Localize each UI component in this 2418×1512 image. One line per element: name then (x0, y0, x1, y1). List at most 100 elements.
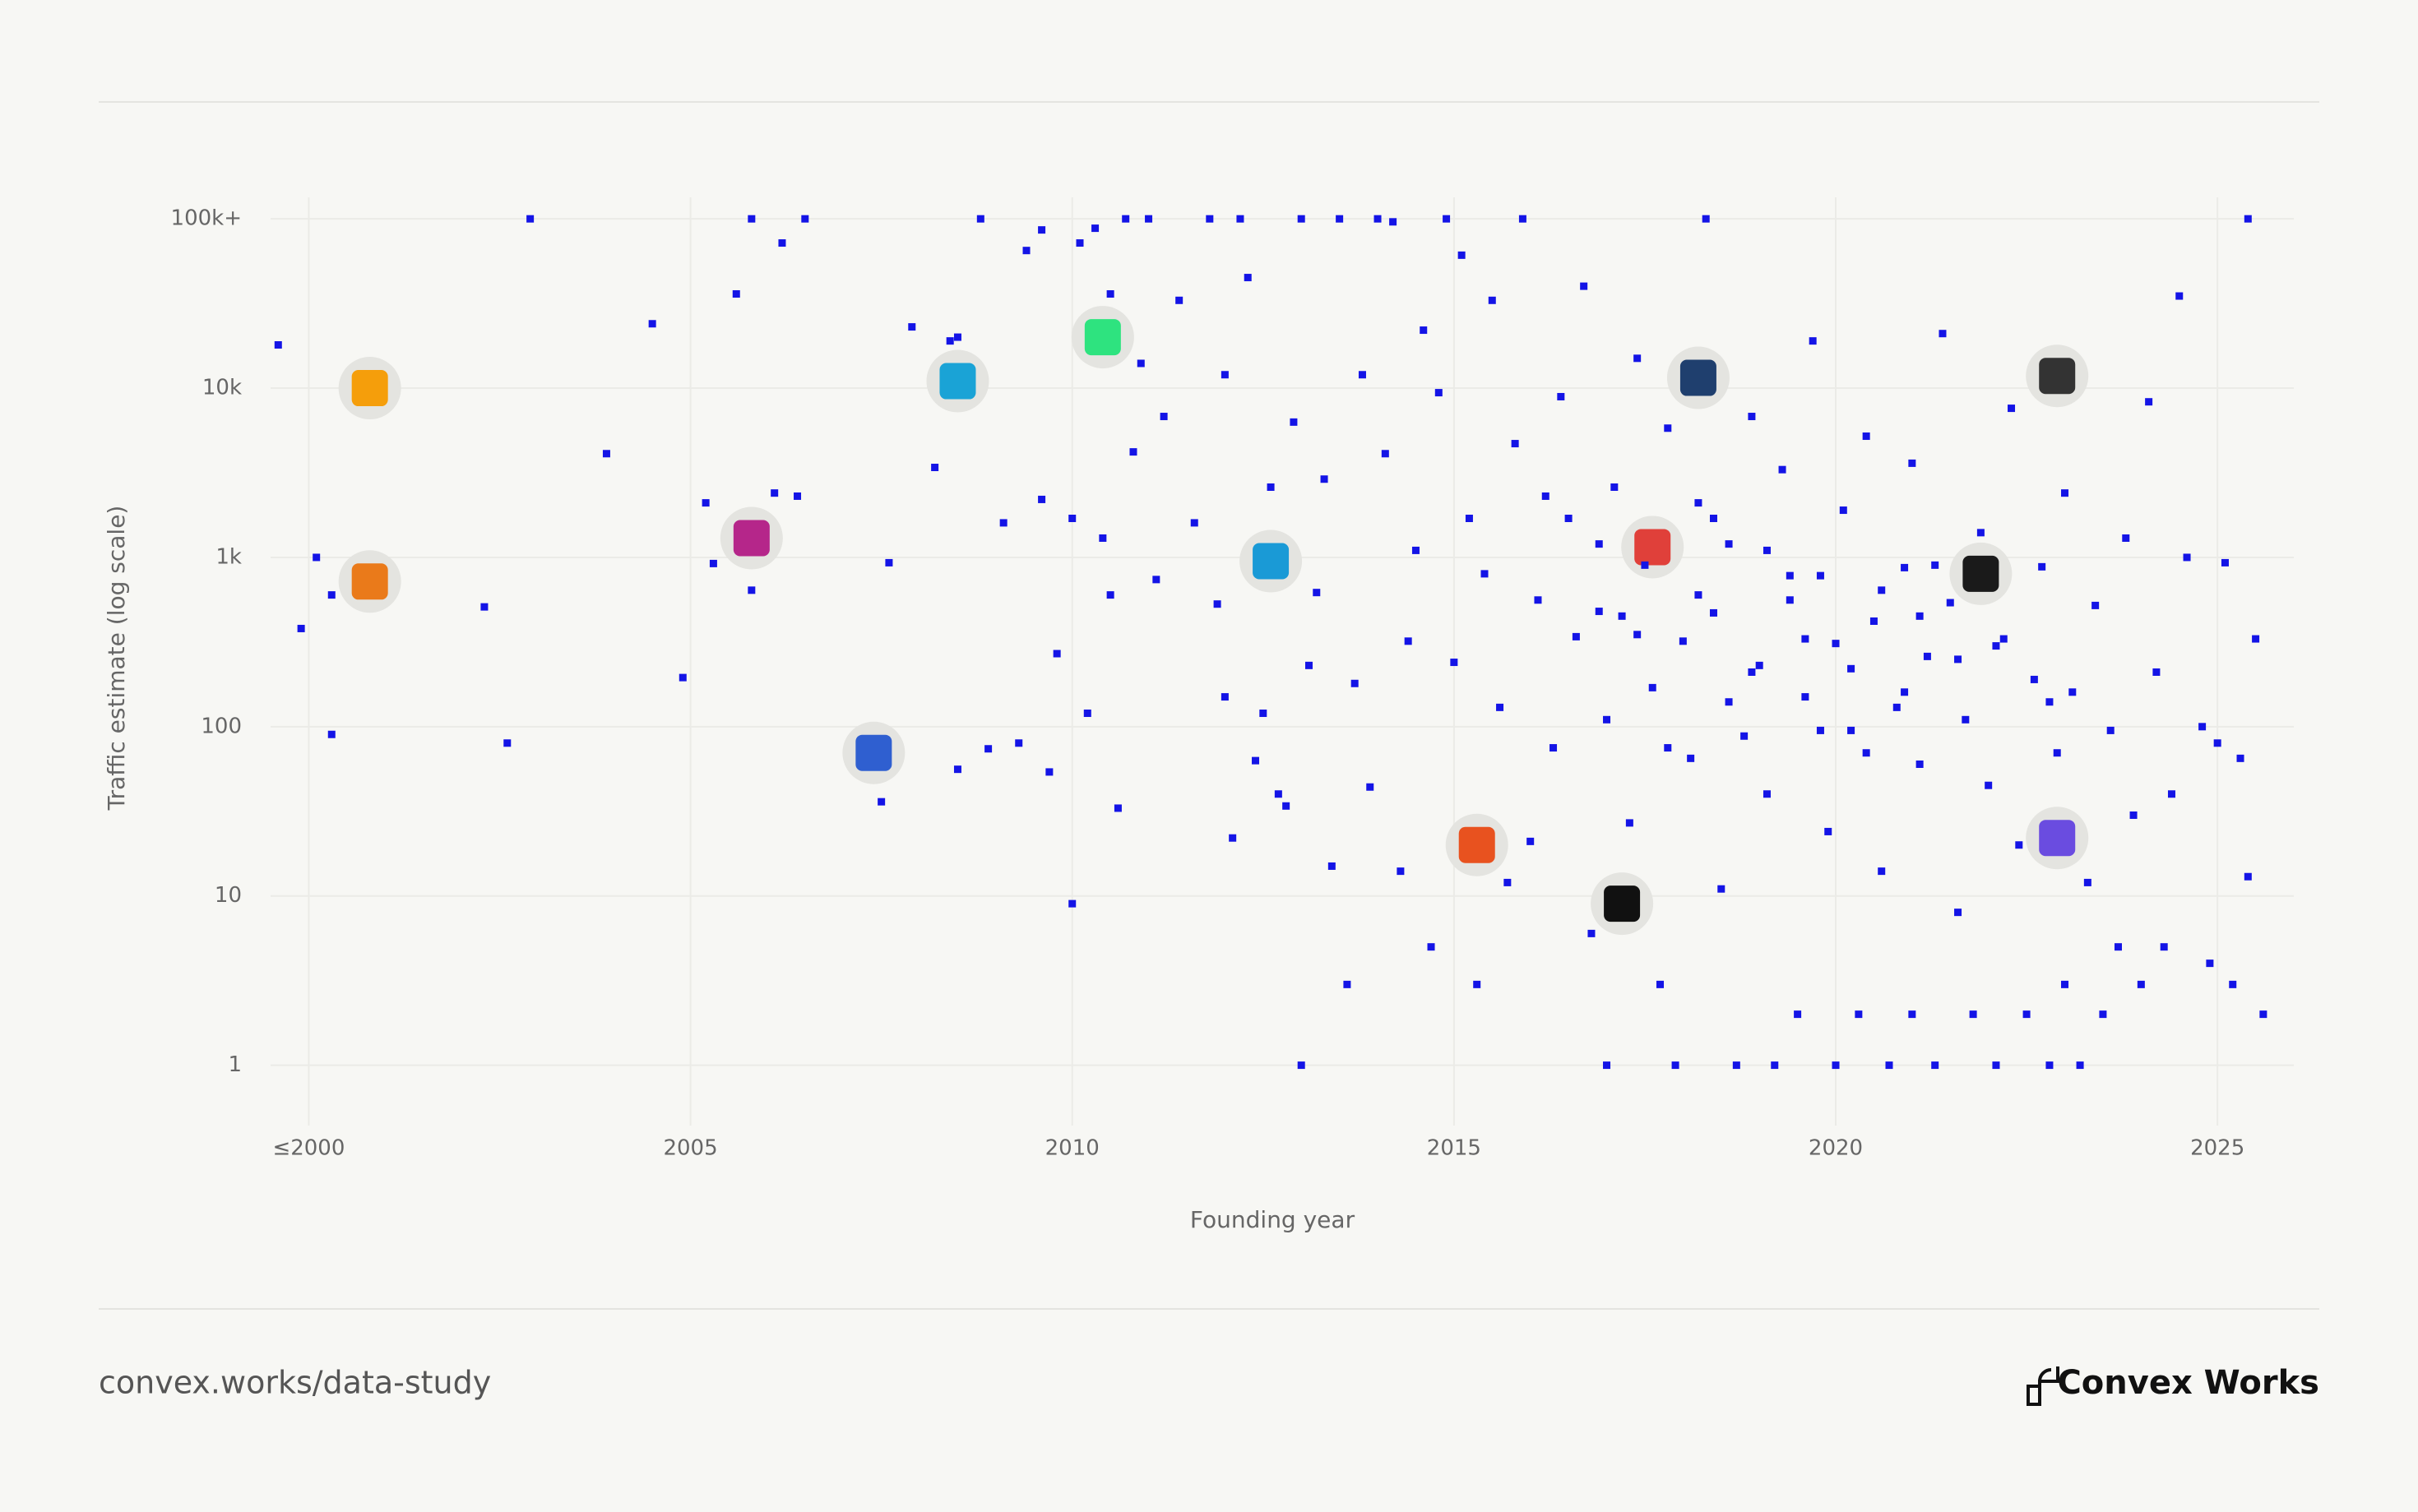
point (1336, 215, 1344, 223)
point (748, 215, 756, 223)
point (327, 591, 336, 599)
point (1221, 371, 1229, 379)
point (1068, 514, 1077, 522)
brand-name[interactable]: Convex Works (2057, 1364, 2319, 1402)
point (1297, 1061, 1305, 1070)
point (1427, 943, 1435, 951)
point (801, 215, 809, 223)
point (1274, 790, 1282, 798)
point (709, 559, 717, 567)
point (953, 765, 961, 774)
point (1755, 661, 1763, 669)
highlight-logo (1679, 359, 1716, 396)
point (885, 558, 893, 566)
point (1045, 768, 1054, 776)
point (1236, 215, 1244, 223)
point (748, 586, 756, 594)
highlight-logo (1962, 555, 1999, 592)
point (2030, 675, 2038, 683)
point (2083, 878, 2091, 886)
point (1557, 392, 1565, 400)
point (1450, 659, 1458, 667)
point (1908, 1010, 1916, 1019)
point (1267, 483, 1275, 492)
point (1801, 635, 1809, 643)
point (1648, 683, 1656, 691)
point (2076, 1061, 2084, 1070)
point (1839, 506, 1847, 515)
point (2259, 1010, 2267, 1019)
point (1595, 540, 1603, 548)
point (2167, 790, 2175, 798)
point (1878, 586, 1886, 594)
point (1931, 561, 1939, 569)
point (1633, 631, 1642, 639)
point (1633, 354, 1642, 363)
point (679, 673, 687, 682)
point (946, 337, 954, 345)
point (1580, 282, 1588, 290)
point (1389, 218, 1397, 226)
x-axis-label: Founding year (1190, 1206, 1355, 1233)
point (1763, 790, 1771, 798)
footer-url[interactable]: convex.works/data-study (99, 1365, 491, 1401)
point (1763, 546, 1771, 554)
point (1786, 571, 1794, 580)
point (778, 239, 786, 247)
point (1985, 781, 1993, 789)
point (2008, 405, 2016, 413)
point (1114, 804, 1122, 812)
highlight-logo (733, 520, 770, 557)
point (1687, 754, 1695, 762)
point (1962, 715, 1970, 724)
point (732, 290, 740, 298)
point (2068, 688, 2077, 696)
point (1190, 519, 1198, 527)
y-tick-label: 1 (228, 1052, 242, 1077)
point (1252, 756, 1260, 765)
point (1832, 1061, 1840, 1070)
point (1709, 514, 1717, 522)
point (1679, 637, 1687, 645)
x-tick-label: ≤2000 (272, 1136, 345, 1161)
point (953, 333, 961, 341)
point (1931, 1061, 1939, 1070)
point (1145, 215, 1153, 223)
point (1290, 418, 1298, 426)
point (1022, 247, 1031, 255)
point (1915, 612, 1924, 620)
point (1656, 980, 1665, 988)
point (1625, 819, 1633, 827)
point (2244, 215, 2252, 223)
point (1946, 599, 1954, 607)
point (1671, 1061, 1679, 1070)
point (2061, 980, 2069, 988)
point (2091, 601, 2100, 609)
point (1327, 862, 1336, 870)
point (1259, 710, 1267, 718)
point (1816, 571, 1824, 580)
point (2221, 558, 2229, 566)
point (1702, 215, 1710, 223)
point (1915, 760, 1924, 768)
x-tick-label: 2010 (1045, 1136, 1100, 1161)
point (1373, 215, 1382, 223)
highlights (338, 306, 2089, 936)
point (1404, 637, 1412, 645)
point (1587, 929, 1596, 937)
y-tick-label: 1k (215, 544, 242, 569)
point (1511, 440, 1519, 448)
point (1855, 1010, 1863, 1019)
point (1518, 215, 1526, 223)
highlight-logo (939, 363, 976, 400)
point (1244, 274, 1252, 282)
point (984, 745, 993, 753)
point (1786, 596, 1794, 604)
point (1816, 726, 1824, 734)
point (2061, 489, 2069, 497)
point (1038, 226, 1046, 234)
point (274, 340, 282, 349)
y-tick-label: 100k+ (171, 206, 242, 231)
point (1969, 1010, 1977, 1019)
point (1106, 591, 1114, 599)
